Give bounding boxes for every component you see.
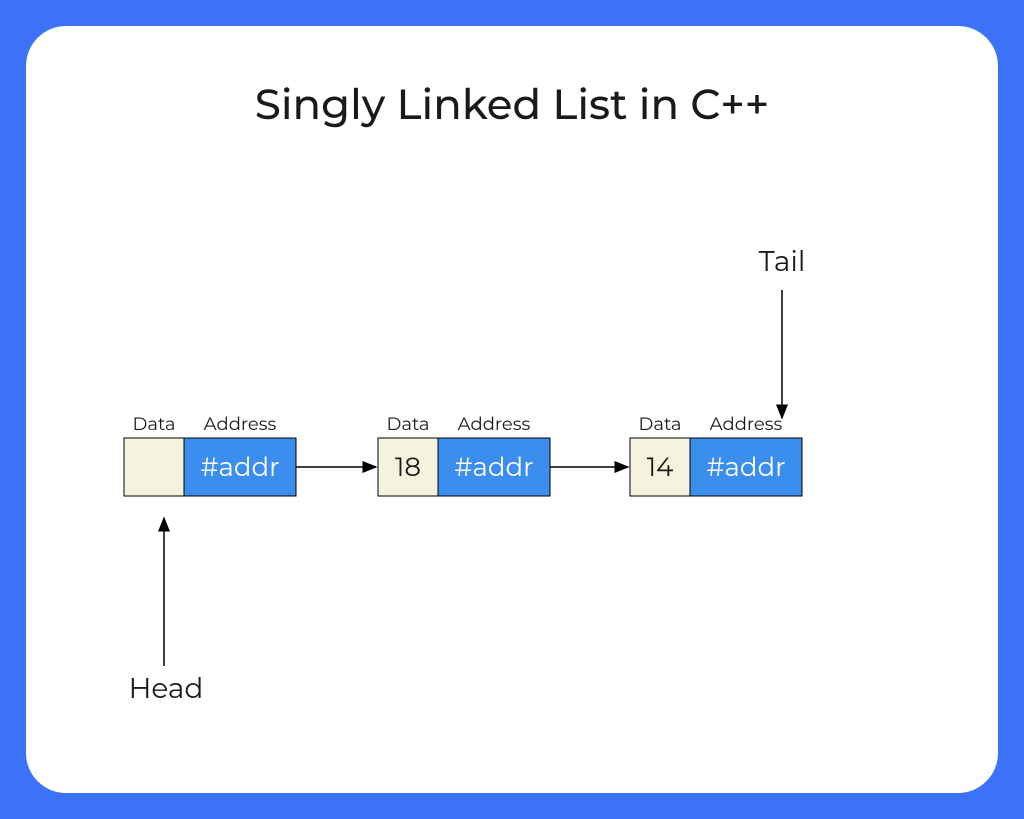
node-data-value: 14 <box>647 451 674 483</box>
diagram-card: Singly Linked List in C++ DataAddress#ad… <box>26 26 998 793</box>
data-column-label: Data <box>386 413 429 435</box>
node-data-cell <box>124 438 184 496</box>
node-address-value: #addr <box>454 451 533 483</box>
address-column-label: Address <box>458 413 531 435</box>
address-column-label: Address <box>204 413 277 435</box>
linked-list-diagram: Data Address #addr Data Address 18 #addr Data Ad… <box>26 26 998 793</box>
linked-list-node: Data Address #addr <box>124 413 296 496</box>
tail-label: Tail <box>759 245 806 279</box>
node-address-value: #addr <box>706 451 785 483</box>
data-column-label: Data <box>132 413 175 435</box>
data-column-label: Data <box>638 413 681 435</box>
linked-list-node: Data Address 18 #addr <box>378 413 550 496</box>
node-address-value: #addr <box>200 451 279 483</box>
node-data-value: 18 <box>395 451 421 483</box>
head-label: Head <box>129 672 204 706</box>
address-column-label: Address <box>710 413 783 435</box>
linked-list-node: Data Address 14 #addr <box>630 413 802 496</box>
outer-frame: Singly Linked List in C++ DataAddress#ad… <box>0 0 1024 819</box>
